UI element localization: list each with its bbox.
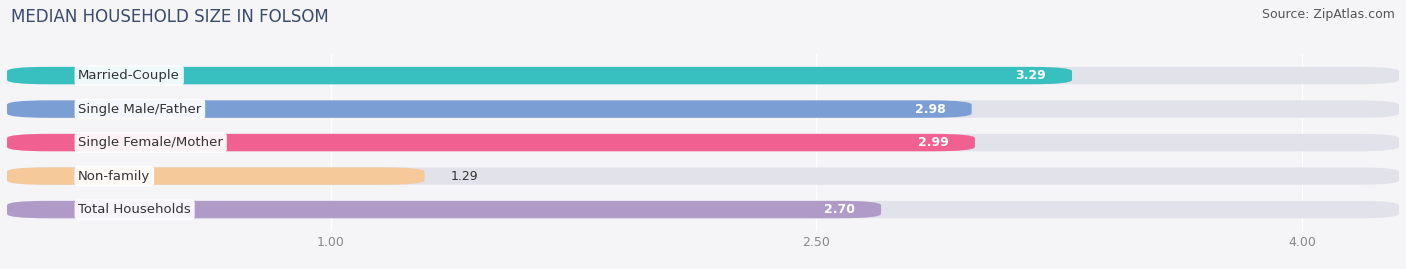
FancyBboxPatch shape	[7, 201, 882, 218]
Text: MEDIAN HOUSEHOLD SIZE IN FOLSOM: MEDIAN HOUSEHOLD SIZE IN FOLSOM	[11, 8, 329, 26]
FancyBboxPatch shape	[7, 100, 972, 118]
Text: 2.70: 2.70	[824, 203, 855, 216]
FancyBboxPatch shape	[7, 67, 1071, 84]
Text: 3.29: 3.29	[1015, 69, 1046, 82]
Text: 2.98: 2.98	[915, 102, 946, 116]
FancyBboxPatch shape	[7, 167, 425, 185]
FancyBboxPatch shape	[7, 100, 1399, 118]
Text: Married-Couple: Married-Couple	[79, 69, 180, 82]
FancyBboxPatch shape	[7, 201, 1399, 218]
Text: Single Male/Father: Single Male/Father	[79, 102, 201, 116]
FancyBboxPatch shape	[7, 134, 974, 151]
FancyBboxPatch shape	[7, 167, 1399, 185]
Text: Non-family: Non-family	[79, 169, 150, 183]
Text: Single Female/Mother: Single Female/Mother	[79, 136, 224, 149]
Text: Total Households: Total Households	[79, 203, 191, 216]
FancyBboxPatch shape	[7, 134, 1399, 151]
FancyBboxPatch shape	[7, 67, 1399, 84]
Text: Source: ZipAtlas.com: Source: ZipAtlas.com	[1261, 8, 1395, 21]
Text: 1.29: 1.29	[450, 169, 478, 183]
Text: 2.99: 2.99	[918, 136, 949, 149]
